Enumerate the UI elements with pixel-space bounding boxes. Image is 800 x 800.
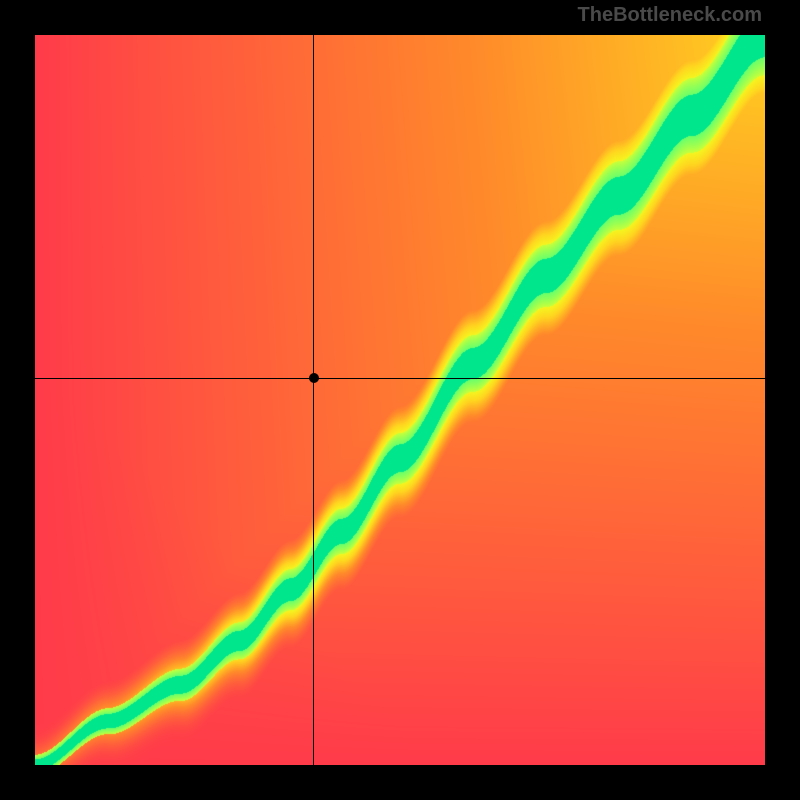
crosshair-horizontal — [35, 378, 765, 379]
heatmap-canvas — [35, 35, 765, 765]
crosshair-marker — [309, 373, 319, 383]
plot-area — [35, 35, 765, 765]
watermark-text: TheBottleneck.com — [578, 4, 762, 27]
crosshair-vertical — [313, 35, 314, 765]
